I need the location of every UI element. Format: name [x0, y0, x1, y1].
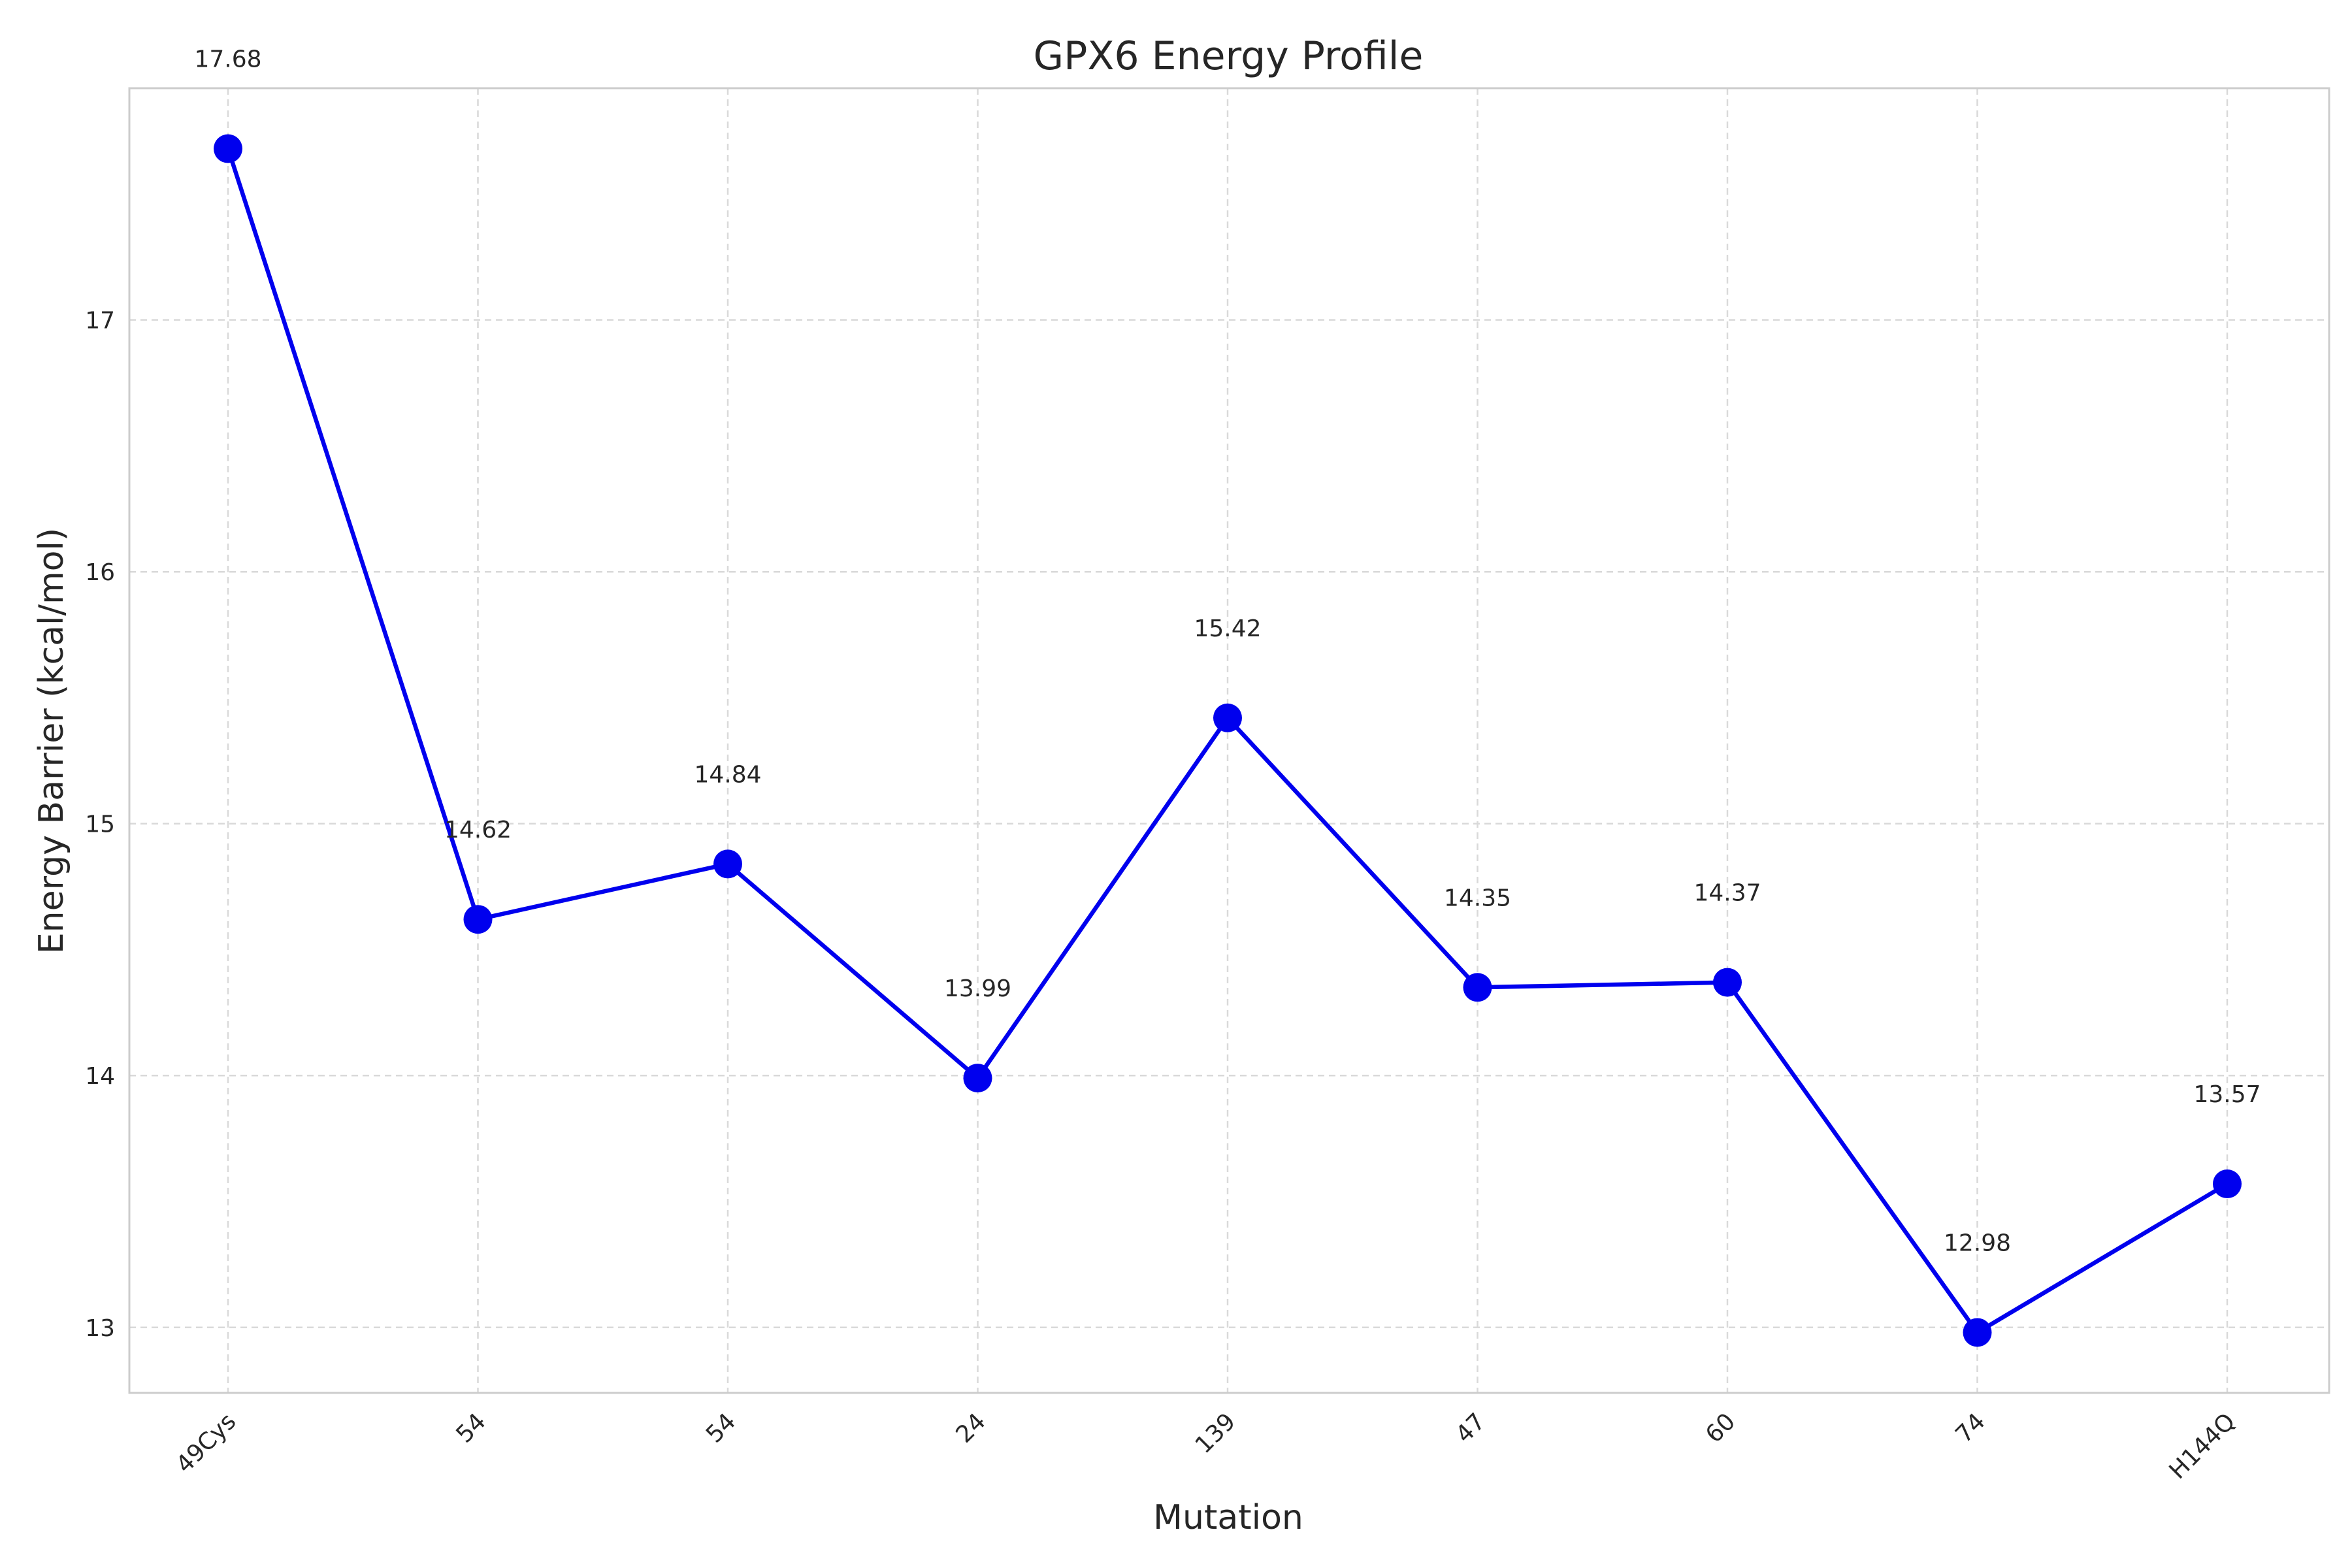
data-label: 14.37 — [1693, 880, 1761, 907]
y-tick-label: 15 — [85, 811, 115, 838]
x-tick-label: 47 — [1450, 1408, 1490, 1448]
x-tick-label: 54 — [701, 1408, 741, 1448]
y-axis-label: Energy Barrier (kcal/mol) — [32, 528, 71, 954]
data-label: 12.98 — [1944, 1230, 2011, 1256]
data-point — [1213, 703, 1242, 732]
chart-title: GPX6 Energy Profile — [1034, 33, 1424, 79]
data-label: 13.99 — [944, 975, 1011, 1002]
data-point — [214, 134, 242, 163]
data-label: 13.57 — [2193, 1081, 2261, 1108]
data-label: 15.42 — [1194, 615, 1261, 642]
x-tick-labels: 49Cys 54 54 24 139 47 60 74 H144Q — [171, 1408, 2240, 1484]
data-point — [1463, 973, 1492, 1002]
x-tick-label: 139 — [1190, 1408, 1241, 1459]
data-point — [1713, 968, 1742, 997]
x-tick-label: 24 — [951, 1408, 990, 1448]
data-point — [713, 849, 742, 879]
data-label: 14.84 — [694, 761, 761, 788]
y-tick-label: 17 — [85, 308, 115, 335]
data-point — [963, 1064, 992, 1093]
data-point — [2213, 1169, 2242, 1199]
x-tick-label: H144Q — [2164, 1408, 2241, 1484]
data-point — [463, 905, 493, 934]
data-label: 14.35 — [1444, 885, 1511, 911]
x-axis-label: Mutation — [1153, 1498, 1303, 1537]
data-labels: 17.68 14.62 14.84 13.99 15.42 14.35 14.37 12.98… — [194, 46, 2261, 1257]
y-tick-labels: 13 14 15 16 17 — [85, 308, 115, 1342]
y-tick-label: 13 — [85, 1315, 115, 1342]
series-markers — [214, 134, 2242, 1347]
x-tick-label: 74 — [1950, 1408, 1990, 1448]
grid-lines — [129, 88, 2329, 1393]
y-tick-label: 14 — [85, 1063, 115, 1090]
x-tick-label: 60 — [1701, 1408, 1740, 1448]
plot-frame — [128, 87, 2330, 1394]
x-tick-label: 49Cys — [171, 1408, 241, 1478]
y-tick-label: 16 — [85, 559, 115, 586]
data-point — [1963, 1318, 1992, 1347]
data-label: 14.62 — [444, 817, 512, 843]
data-label: 17.68 — [194, 46, 261, 73]
x-tick-label: 54 — [451, 1408, 491, 1448]
